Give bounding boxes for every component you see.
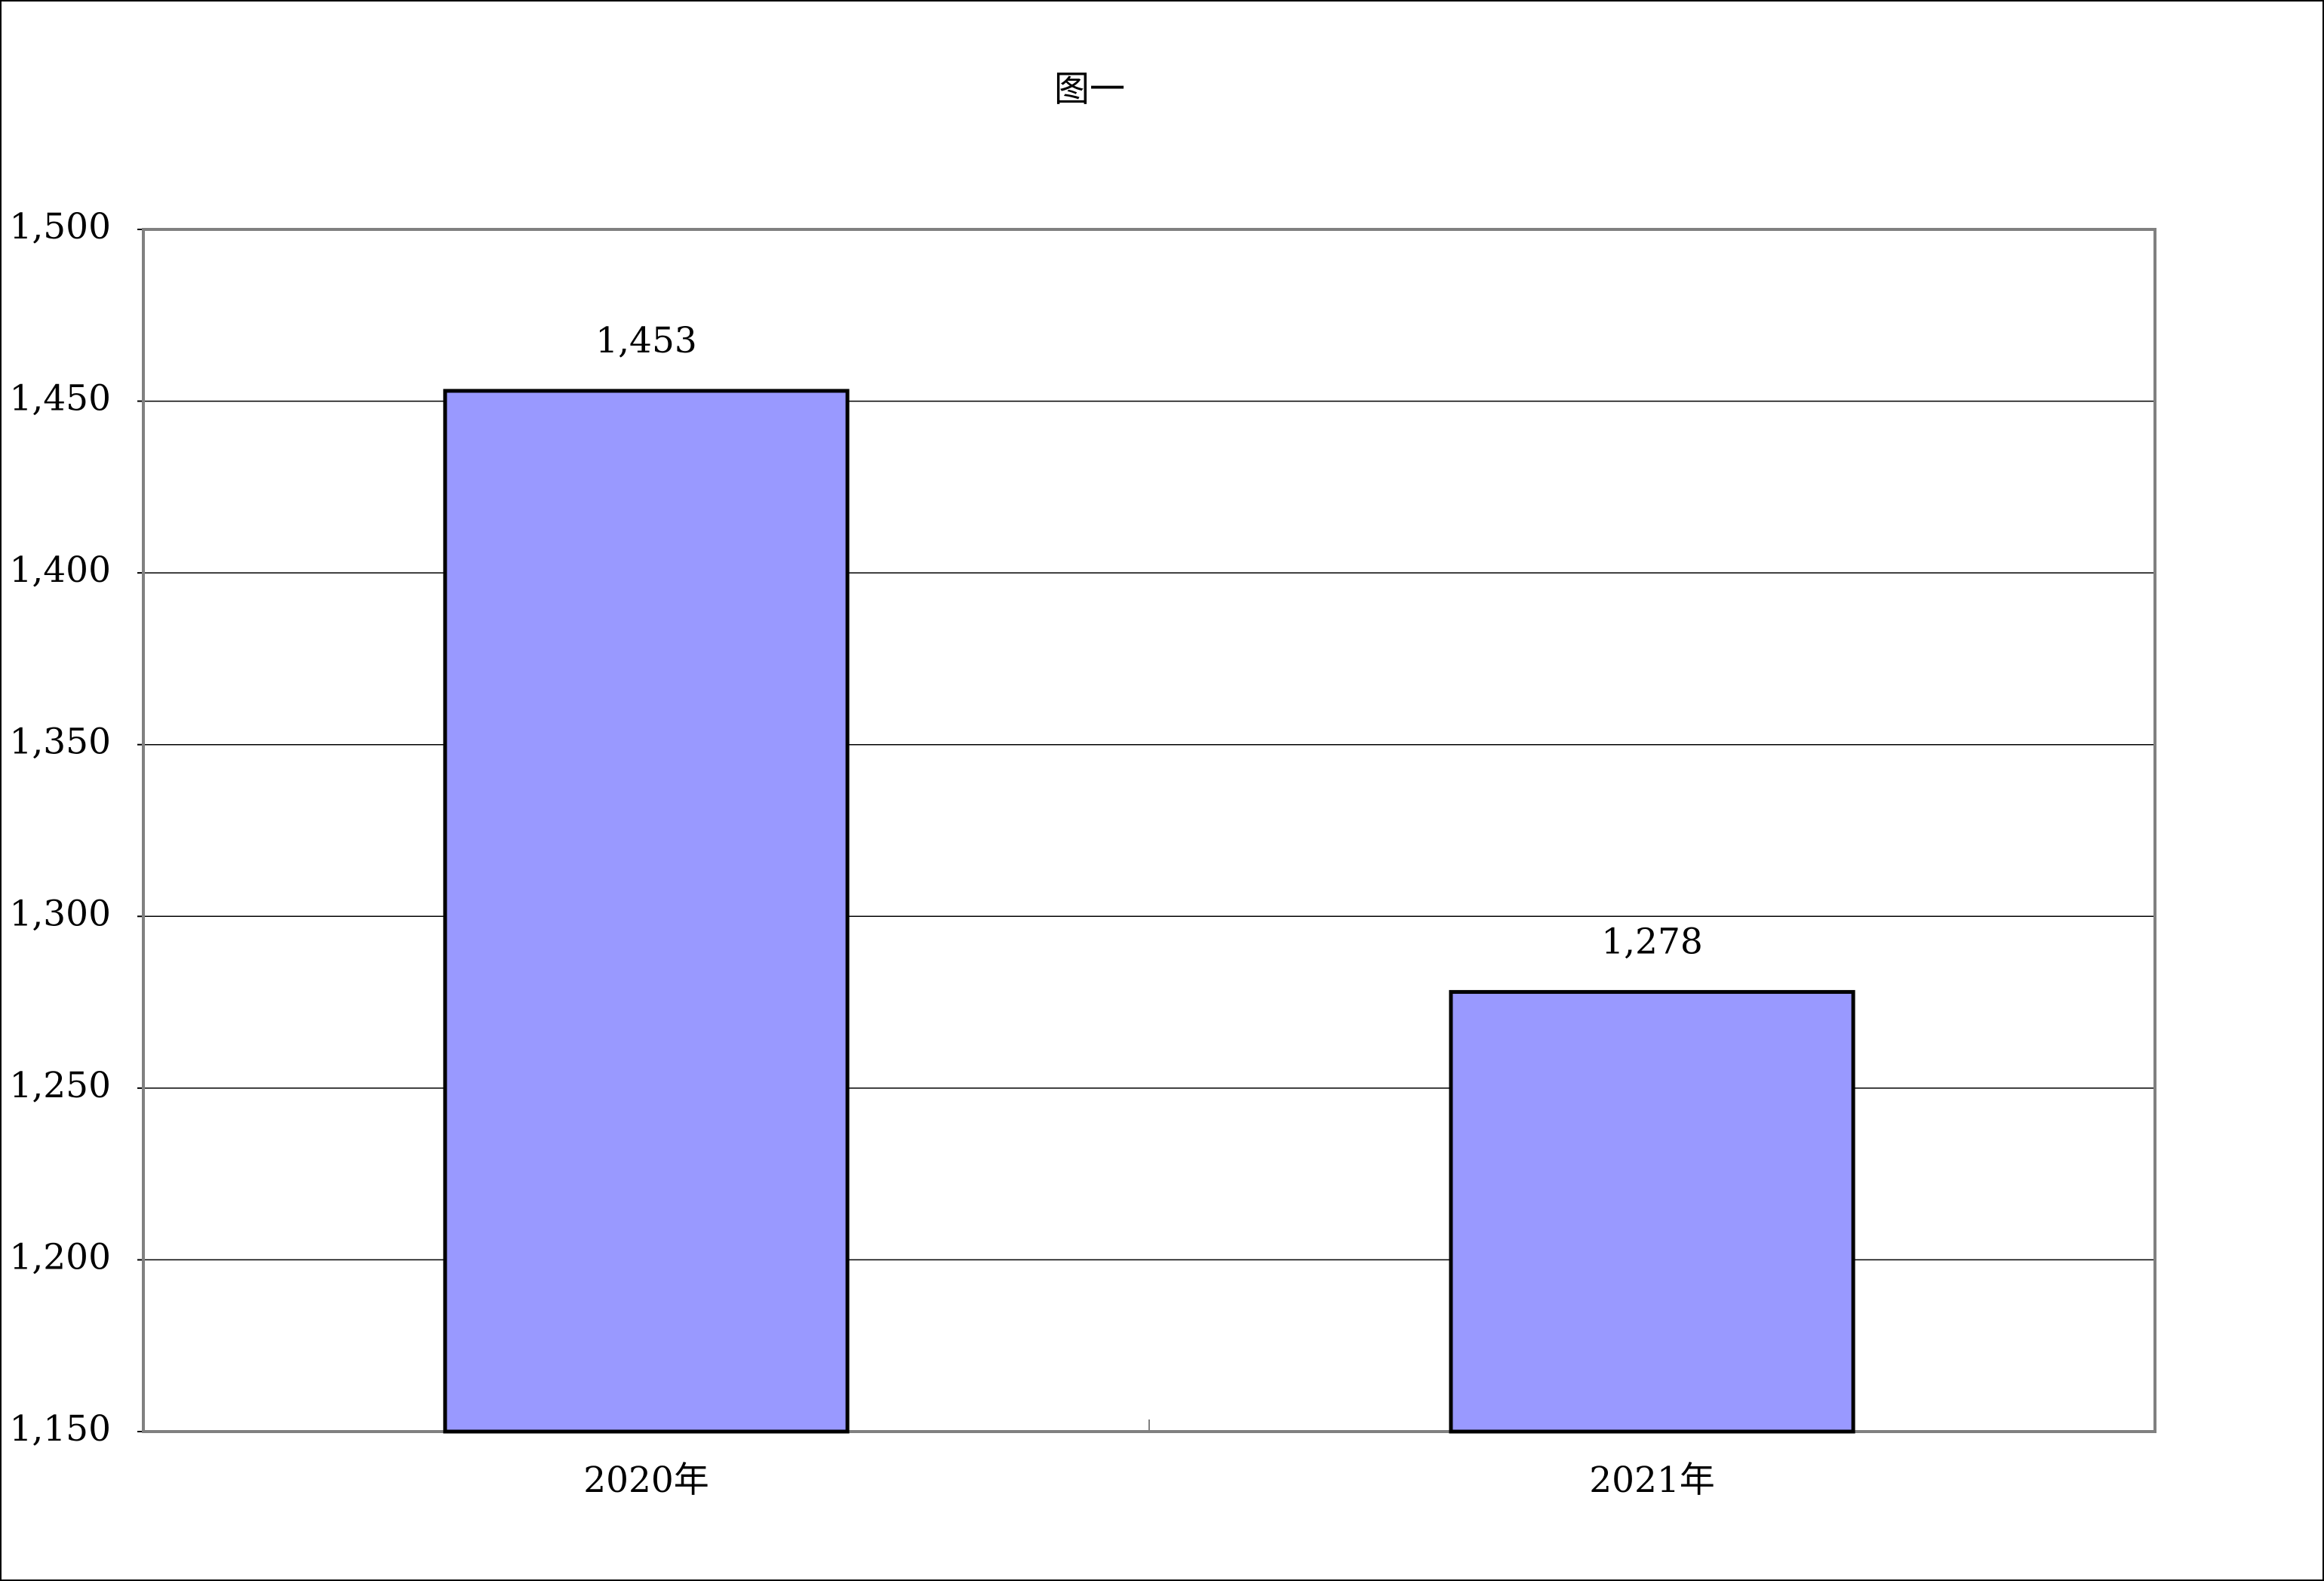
data-label: 1,453 <box>595 320 697 361</box>
y-tick-label: 1,250 <box>9 1065 111 1106</box>
bar <box>1449 989 1855 1434</box>
y-tick-label: 1,500 <box>9 206 111 248</box>
x-tick-label: 2021年 <box>1589 1460 1715 1501</box>
y-tick-label: 1,350 <box>9 721 111 763</box>
x-tick-label: 2020年 <box>583 1460 709 1501</box>
y-tick-label: 1,200 <box>9 1236 111 1278</box>
y-tick-label: 1,450 <box>9 378 111 420</box>
y-tick-label: 1,150 <box>9 1408 111 1450</box>
chart-title: 图一 <box>1054 69 1125 110</box>
y-tick-label: 1,300 <box>9 893 111 934</box>
y-tick-label: 1,400 <box>9 549 111 591</box>
data-label: 1,278 <box>1601 921 1703 962</box>
bar <box>443 389 850 1434</box>
